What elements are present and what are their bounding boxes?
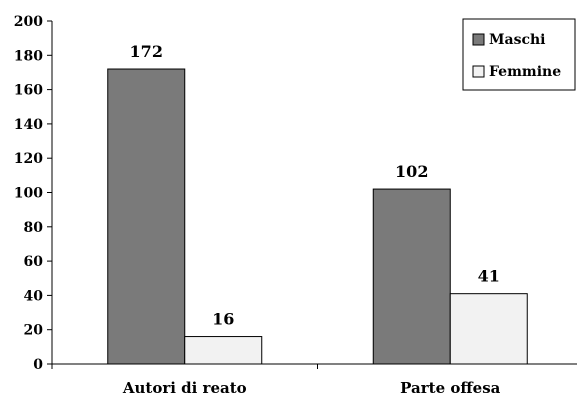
y-tick-label: 60 [24,254,44,270]
data-label: 172 [130,42,163,61]
x-category-label: Autori di reato [122,379,247,397]
y-tick-label: 80 [24,220,44,236]
bar-femmine [184,336,263,365]
bar-femmine [449,293,528,365]
data-label: 41 [478,267,500,286]
data-labels: 172 16 102 41 [130,42,500,329]
y-tick-label: 40 [24,288,44,304]
x-category-label: Parte offesa [400,379,500,397]
legend-swatch-femmine [472,65,485,78]
y-tick-label: 0 [33,357,43,373]
y-tick-label: 160 [14,83,43,99]
bar-maschi [107,68,186,365]
x-axis: Autori di reato Parte offesa [51,363,577,397]
y-tick-label: 140 [14,117,43,133]
y-tick-label: 120 [14,151,43,167]
legend-label-maschi: Maschi [489,32,545,48]
y-tick-label: 100 [14,186,43,202]
y-tick-label: 20 [24,323,44,339]
bars [107,68,528,365]
y-tick-label: 180 [14,48,43,64]
legend-box [462,18,576,91]
data-label: 16 [212,310,234,329]
y-axis: 0 20 40 60 80 100 120 140 160 180 200 [14,14,53,373]
y-tick-label: 200 [14,14,43,30]
legend-label-femmine: Femmine [489,64,561,80]
legend: Maschi Femmine [462,18,576,91]
bar-maschi [372,188,451,365]
data-label: 102 [395,162,428,181]
legend-swatch-maschi [472,33,485,46]
